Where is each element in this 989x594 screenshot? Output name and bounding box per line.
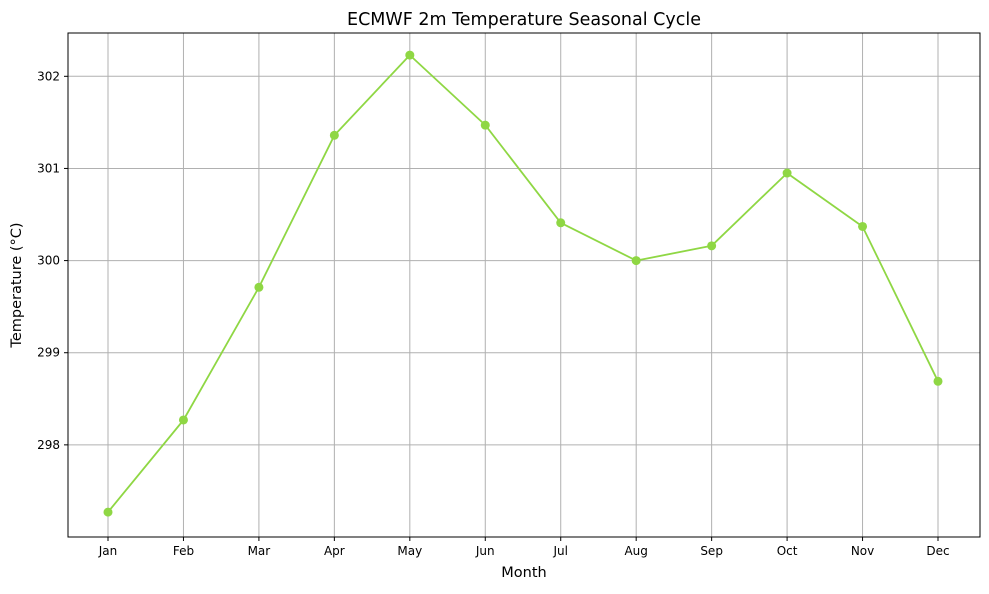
data-point (933, 376, 943, 386)
grid-lines (68, 33, 980, 537)
data-point (631, 256, 641, 266)
y-tick-label: 298 (37, 438, 60, 452)
x-tick-label: Oct (777, 544, 798, 558)
x-tick-label: Feb (173, 544, 194, 558)
x-tick-label: Jan (98, 544, 118, 558)
data-point (329, 130, 339, 140)
y-tick-label: 299 (37, 346, 60, 360)
x-tick-label: Sep (700, 544, 723, 558)
data-point (405, 50, 415, 60)
x-tick-label: May (397, 544, 422, 558)
x-axis-title: Month (501, 565, 546, 581)
chart-title: ECMWF 2m Temperature Seasonal Cycle (347, 10, 701, 30)
data-point (178, 415, 188, 425)
y-tick-label: 302 (37, 69, 60, 83)
x-tick-label: Jun (475, 544, 495, 558)
data-point (254, 282, 264, 292)
data-point (782, 168, 792, 178)
axis-ticks: Jan Feb Mar Apr May Jun Jul Aug Sep Oct Nov Dec 298 2… (37, 69, 950, 558)
y-axis-title: Temperature (°C) (9, 222, 25, 348)
x-tick-label: Dec (926, 544, 949, 558)
data-point (858, 221, 868, 231)
x-tick-label: Nov (851, 544, 874, 558)
data-point (103, 507, 113, 517)
x-tick-label: Jul (552, 544, 567, 558)
x-tick-label: Apr (324, 544, 345, 558)
data-point (707, 241, 717, 251)
x-tick-label: Mar (248, 544, 271, 558)
data-point (480, 120, 490, 130)
y-tick-label: 300 (37, 254, 60, 268)
series-layer (103, 50, 943, 517)
series-line (107, 54, 939, 513)
plot-area-frame (67, 32, 981, 538)
x-tick-label: Aug (624, 544, 647, 558)
data-point (556, 218, 566, 228)
y-tick-label: 301 (37, 161, 60, 175)
